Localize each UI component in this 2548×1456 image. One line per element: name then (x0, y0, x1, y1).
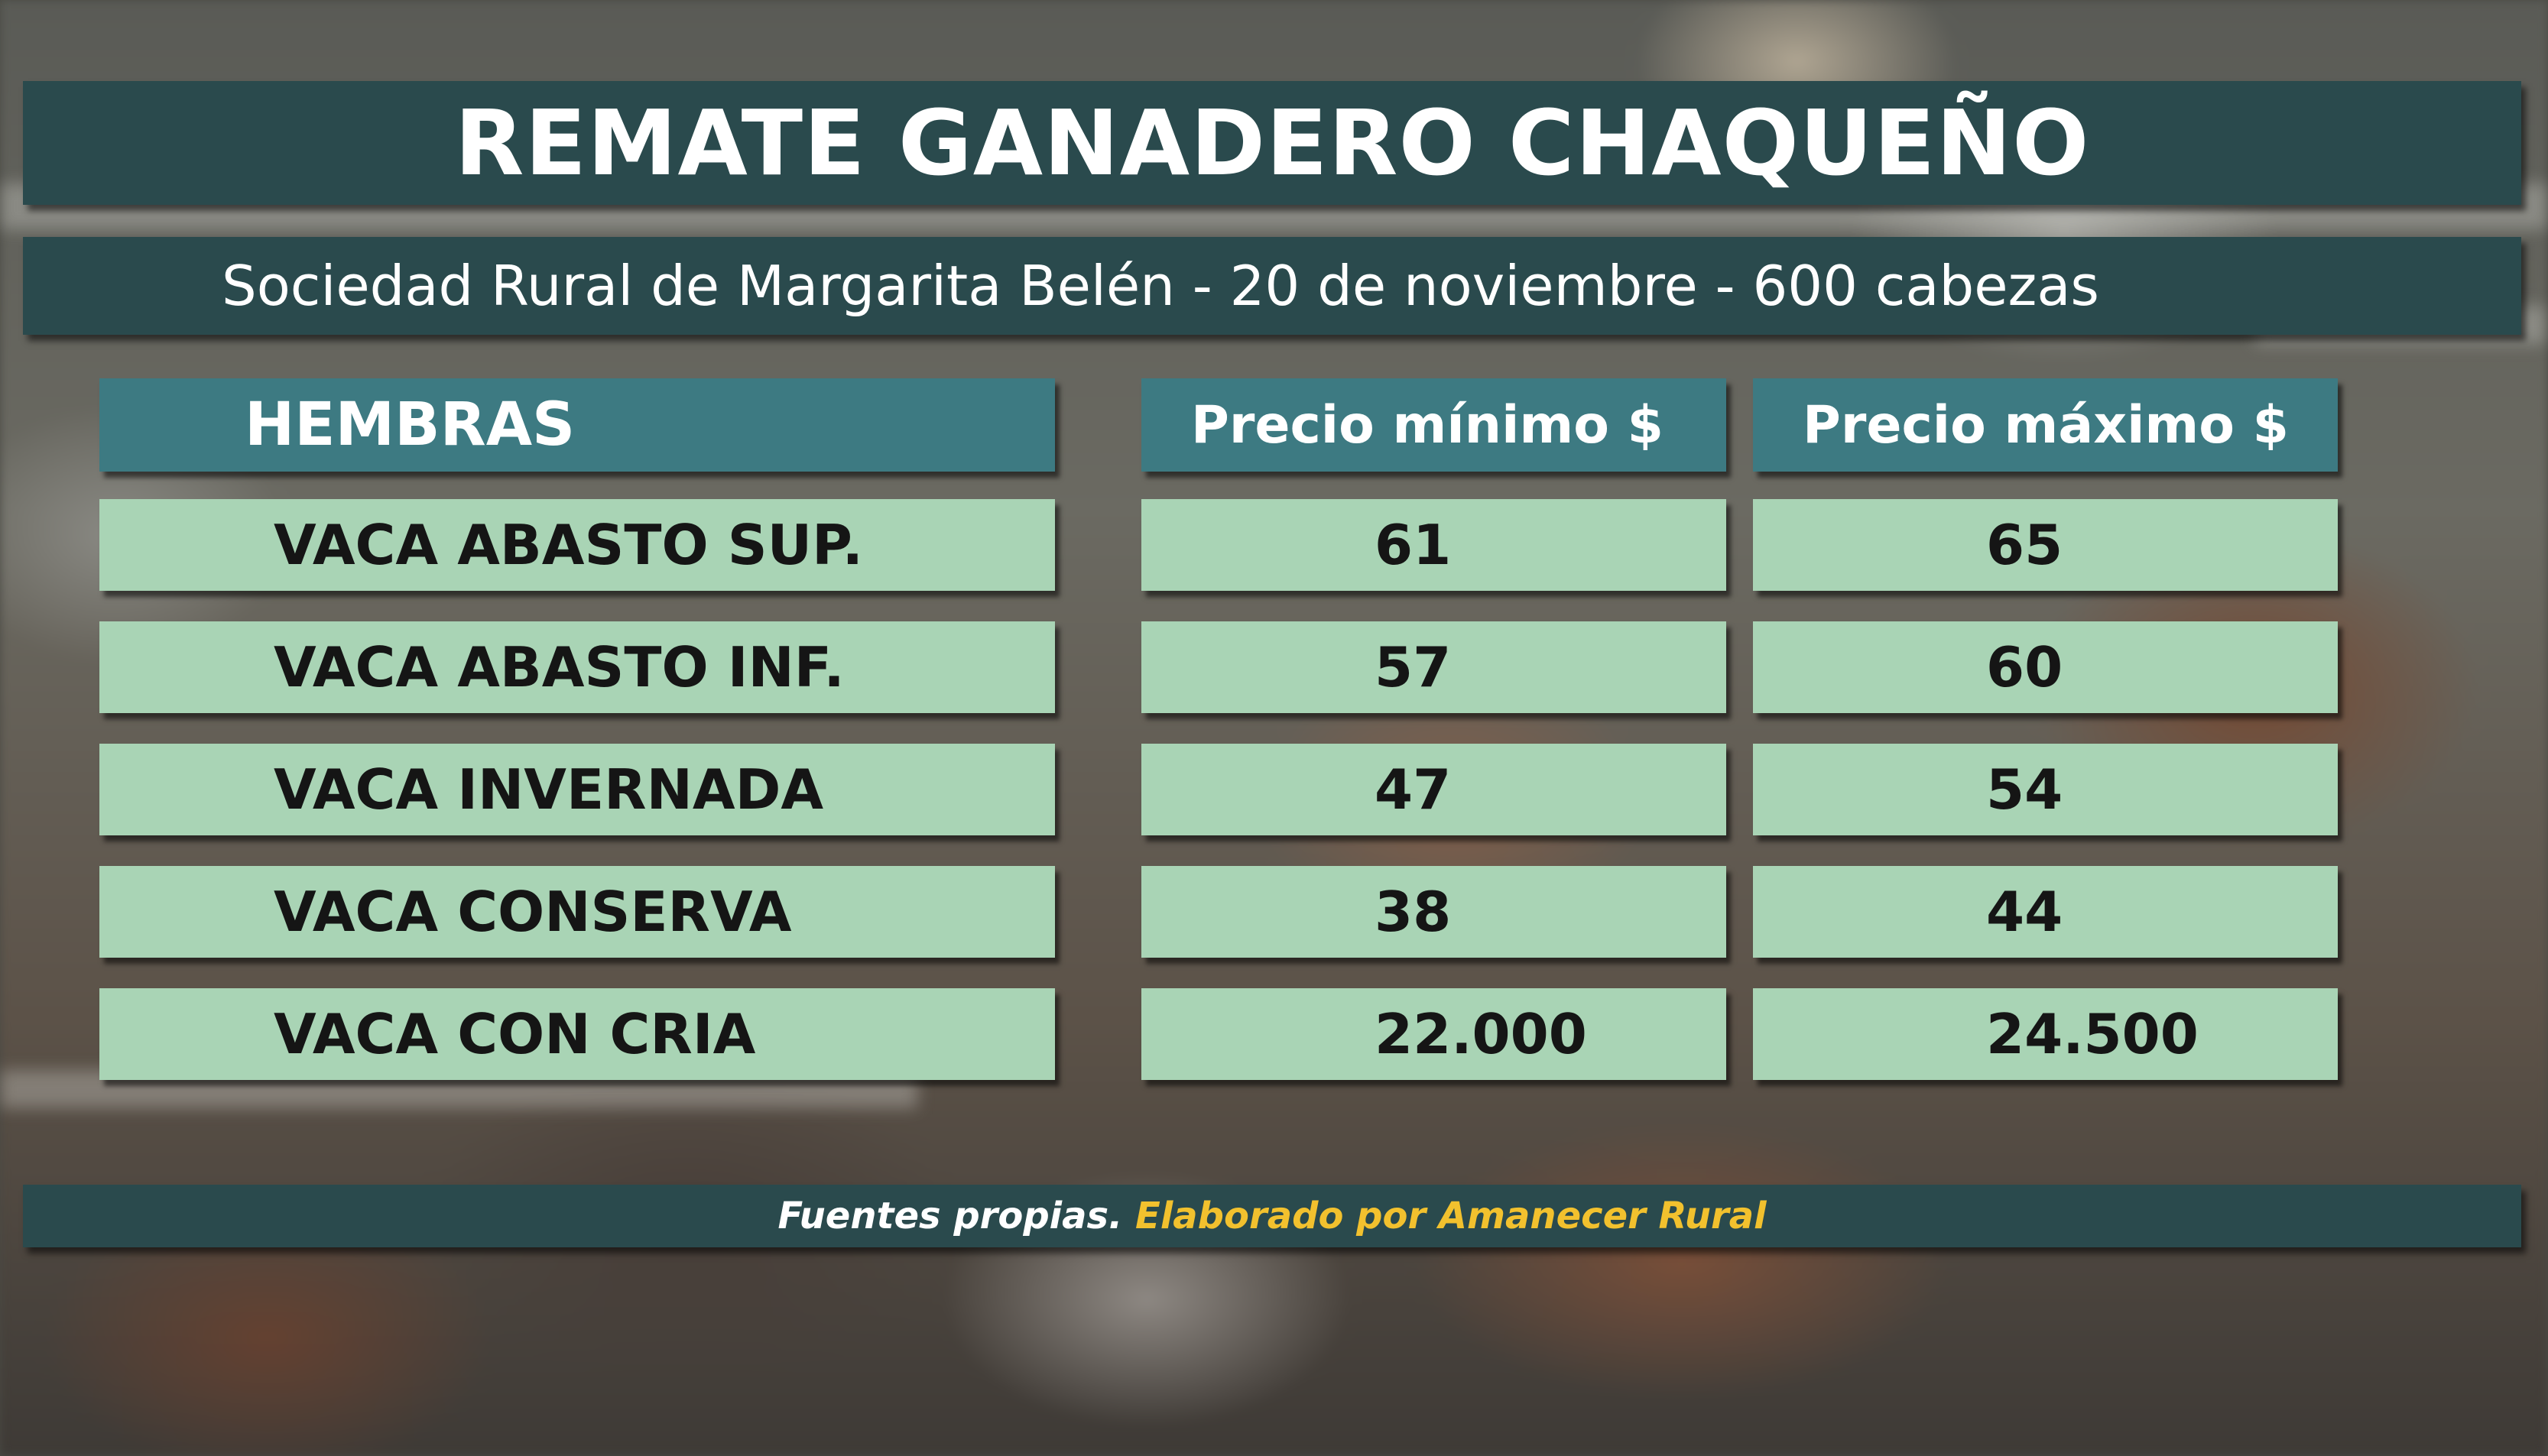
row-category: VACA CON CRIA (99, 988, 1055, 1080)
row-category: VACA INVERNADA (99, 744, 1055, 835)
row-max-price: 54 (1753, 744, 2338, 835)
row-min-price: 38 (1141, 866, 1726, 958)
column-header-max-price: Precio máximo $ (1753, 378, 2338, 472)
column-header-category: HEMBRAS (99, 378, 1055, 472)
page-subtitle: Sociedad Rural de Margarita Belén - 20 d… (222, 254, 2099, 318)
subtitle-banner: Sociedad Rural de Margarita Belén - 20 d… (23, 237, 2521, 335)
footer-banner: Fuentes propias. Elaborado por Amanecer … (23, 1185, 2521, 1247)
credit-note: Elaborado por Amanecer Rural (1135, 1195, 1767, 1237)
row-category: VACA ABASTO INF. (99, 621, 1055, 713)
row-min-price: 47 (1141, 744, 1726, 835)
row-max-price: 65 (1753, 499, 2338, 591)
row-max-price: 60 (1753, 621, 2338, 713)
row-max-price: 44 (1753, 866, 2338, 958)
row-max-price: 24.500 (1753, 988, 2338, 1080)
row-category: VACA CONSERVA (99, 866, 1055, 958)
column-header-min-price: Precio mínimo $ (1141, 378, 1726, 472)
source-note: Fuentes propias. (777, 1195, 1123, 1237)
row-min-price: 22.000 (1141, 988, 1726, 1080)
title-banner: REMATE GANADERO CHAQUEÑO (23, 81, 2521, 205)
row-min-price: 61 (1141, 499, 1726, 591)
row-category: VACA ABASTO SUP. (99, 499, 1055, 591)
row-min-price: 57 (1141, 621, 1726, 713)
page-title: REMATE GANADERO CHAQUEÑO (454, 90, 2090, 196)
